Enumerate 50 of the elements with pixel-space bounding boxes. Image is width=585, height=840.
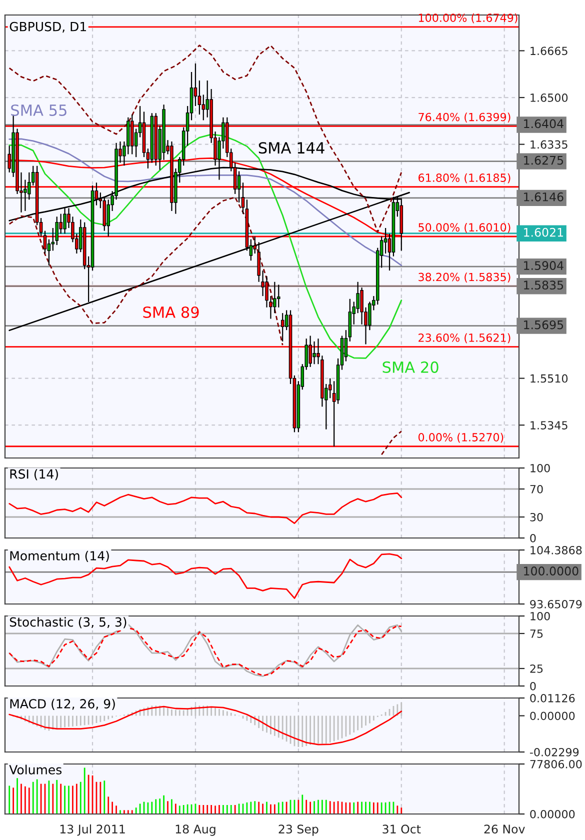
ref-line-label: 1.6021: [524, 228, 563, 237]
y-tick-label: 75: [530, 630, 543, 638]
annotation: 23.60% (1.5621): [418, 333, 510, 344]
y-tick-label: 1.5345: [530, 421, 568, 430]
annotation: 76.40% (1.6399): [418, 112, 510, 123]
chart-title: Momentum (14): [10, 550, 109, 562]
ref-line-label: 1.5904: [524, 261, 564, 270]
x-tick-label: 13 Jul 2011: [60, 824, 125, 836]
y-tick-label: 1.6665: [530, 46, 568, 56]
chart-title: RSI (14): [10, 469, 58, 480]
annotation: 38.20% (1.5835): [418, 272, 510, 283]
series-label: SMA 20: [382, 361, 438, 373]
y-tick-label: 30: [530, 512, 543, 522]
chart-title: Stochastic (3, 5, 3): [10, 617, 126, 628]
y-tick-label: 1.6500: [530, 94, 568, 102]
ref-line-label: 100.0000: [524, 566, 578, 576]
ref-line-label: 1.6146: [524, 192, 564, 202]
y-tick-label: 100: [530, 612, 550, 620]
y-tick-label: 25: [530, 664, 543, 673]
ref-line-label: 1.5835: [524, 280, 564, 290]
y-tick-label: 0: [530, 534, 536, 542]
y-tick-label: 93.65079: [530, 600, 582, 608]
text: SMA 89: [143, 306, 199, 318]
y-tick-label: 100: [530, 464, 550, 472]
ref-line-label: 1.5695: [524, 320, 564, 330]
y-tick-label: 70: [530, 484, 543, 494]
annotation: 0.00% (1.5270): [418, 432, 504, 443]
annotation: 50.00% (1.6010): [418, 222, 510, 233]
annotation: 61.80% (1.6185): [418, 173, 510, 184]
ref-line-label: 1.6275: [524, 156, 564, 165]
chart-title: MACD (12, 26, 9): [10, 698, 115, 710]
x-tick-label: 23 Sep: [278, 824, 318, 836]
y-tick-label: 1.6335: [530, 140, 568, 149]
annotation: 100.00% (1.6749): [418, 13, 518, 24]
y-tick-label: 1.5510: [530, 374, 568, 383]
ref-line-label: 1.6404: [524, 119, 564, 128]
y-tick-label: 0.00000: [530, 810, 575, 818]
y-tick-label: -0.02299: [530, 748, 579, 756]
series-label: SMA 55: [11, 104, 66, 116]
y-tick-label: 0.01126: [530, 694, 575, 702]
x-tick-label: 31 Oct: [382, 824, 421, 834]
x-tick-label: 18 Aug: [176, 824, 216, 836]
y-tick-label: 77806.00: [530, 760, 582, 768]
chart-title: Volumes: [9, 764, 62, 774]
y-tick-label: 0.00000: [530, 712, 575, 720]
chart-title: GBPUSD, D1: [10, 22, 86, 33]
series-label: SMA 144: [258, 142, 324, 154]
y-tick-label: 104.3868: [530, 546, 582, 554]
y-tick-label: 0: [530, 682, 536, 690]
x-tick-label: 26 Nov: [484, 824, 525, 834]
